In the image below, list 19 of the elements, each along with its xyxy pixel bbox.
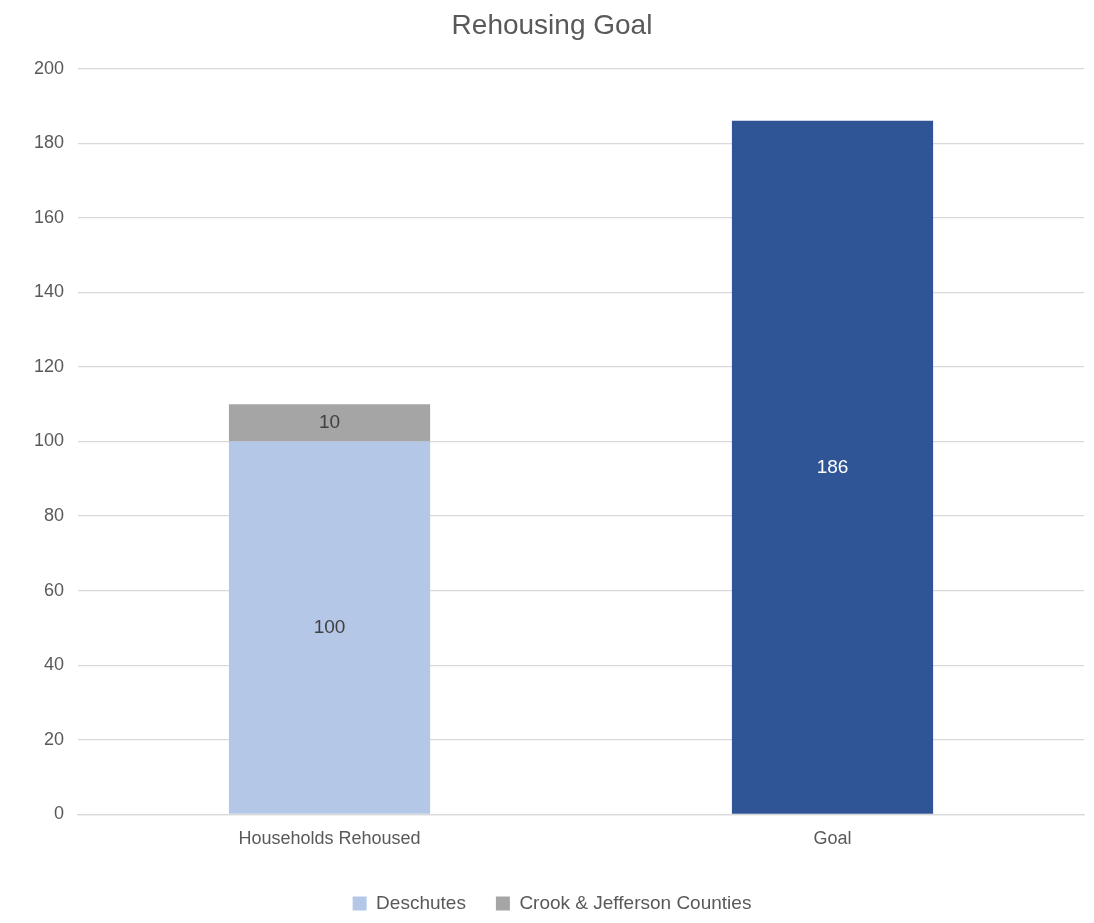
y-tick-label: 40 [44,654,65,675]
x-tick-label: Goal [813,828,852,849]
y-tick-label: 0 [54,803,65,824]
data-label: 186 [816,455,849,477]
data-label: 100 [313,615,346,637]
data-label: 10 [318,411,341,433]
y-tick-label: 60 [44,579,65,600]
y-tick-label: 140 [33,281,65,302]
y-tick-label: 200 [33,57,65,78]
x-tick-label: Households Rehoused [238,828,421,849]
legend-label: Deschutes [376,891,466,913]
y-tick-label: 160 [33,206,65,227]
y-tick-label: 100 [33,430,65,451]
y-tick-label: 120 [33,355,65,376]
y-tick-label: 20 [44,728,65,749]
y-tick-label: 180 [33,132,65,153]
legend-label: Crook & Jefferson Counties [519,891,752,913]
chart-title: Rehousing Goal [451,8,653,40]
y-tick-label: 80 [44,505,65,526]
